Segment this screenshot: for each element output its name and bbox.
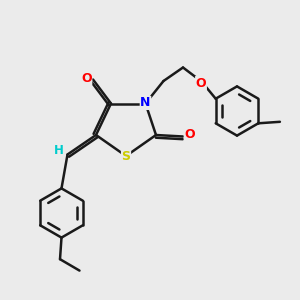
Text: H: H xyxy=(54,144,64,158)
Text: O: O xyxy=(184,128,195,142)
Text: N: N xyxy=(140,96,151,110)
Text: S: S xyxy=(122,149,130,163)
Text: O: O xyxy=(196,76,206,90)
Text: O: O xyxy=(81,71,92,85)
